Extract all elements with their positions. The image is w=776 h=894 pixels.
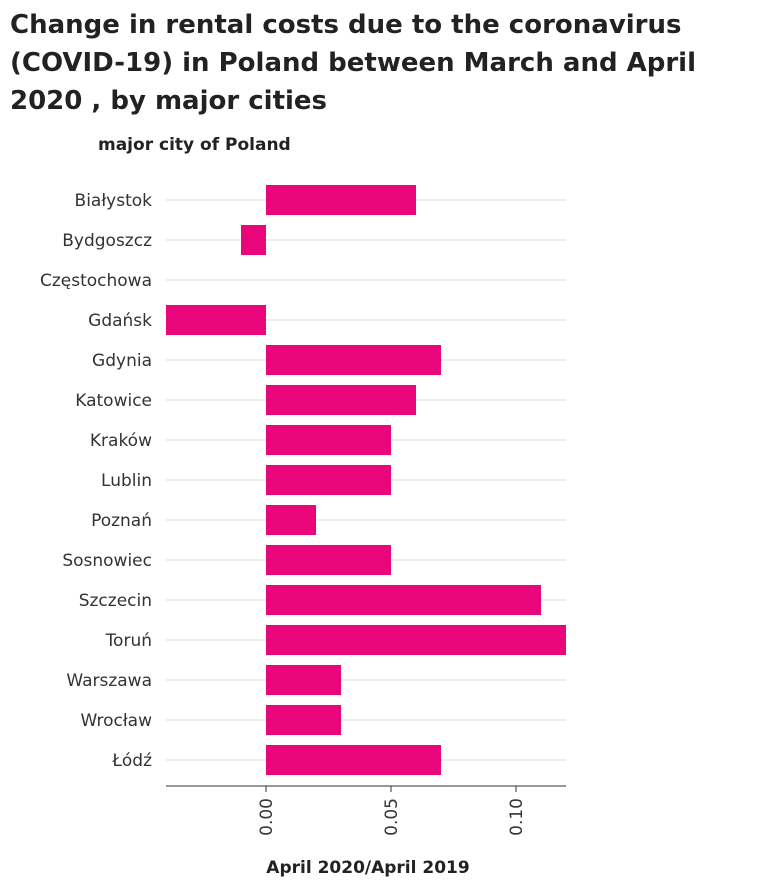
bar [266, 625, 566, 655]
y-tick-label: Kraków [90, 431, 152, 451]
y-tick-label: Katowice [75, 391, 152, 411]
bar [266, 385, 416, 415]
bar [266, 505, 316, 535]
bar [241, 225, 266, 255]
y-tick-label: Gdańsk [88, 311, 152, 331]
chart-title: Change in rental costs due to the corona… [10, 10, 696, 116]
bar [266, 545, 391, 575]
y-tick-label: Poznań [91, 511, 152, 531]
bar [266, 585, 541, 615]
bar [166, 305, 266, 335]
x-axis-label: April 2020/April 2019 [266, 858, 470, 878]
bar [266, 185, 416, 215]
y-tick-label: Białystok [75, 191, 153, 211]
x-tick-label: 0.10 [507, 798, 527, 836]
y-tick-label: Częstochowa [40, 271, 152, 291]
y-tick-label: Łódź [111, 751, 152, 771]
bar [266, 345, 441, 375]
bar [266, 465, 391, 495]
y-tick-label: Lublin [101, 471, 152, 491]
y-tick-label: Szczecin [79, 591, 152, 611]
y-tick-label: Toruń [105, 631, 152, 651]
bar [266, 745, 441, 775]
bar [266, 665, 341, 695]
y-axis-label: major city of Poland [98, 135, 291, 155]
y-tick-label: Sosnowiec [62, 551, 152, 571]
bar [266, 705, 341, 735]
y-tick-label: Gdynia [92, 351, 152, 371]
y-tick-label: Warszawa [66, 671, 152, 691]
x-tick-label: 0.00 [257, 798, 277, 836]
x-tick-label: 0.05 [382, 798, 402, 836]
y-tick-label: Wrocław [80, 711, 152, 731]
y-tick-label: Bydgoszcz [62, 231, 152, 251]
bar [266, 425, 391, 455]
